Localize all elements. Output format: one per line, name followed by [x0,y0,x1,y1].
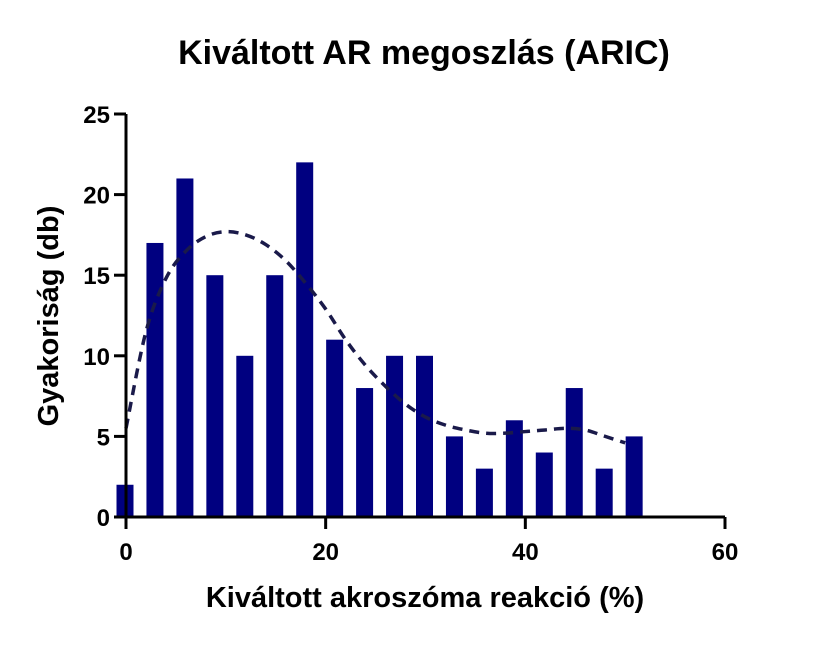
bar [356,388,374,517]
bar [176,178,194,518]
bar [386,355,404,517]
x-axis-label: Kiváltott akroszóma reakció (%) [206,582,644,614]
y-tick-label: 15 [83,263,110,290]
bar [535,452,553,517]
y-tick-label: 0 [97,505,110,532]
bar [475,468,493,517]
bar [625,436,643,517]
y-tick-label: 20 [83,183,110,210]
y-tick-label: 25 [83,102,110,129]
y-tick-label: 10 [83,344,110,371]
bar [206,275,224,517]
bar [416,355,433,517]
x-tick-label: 20 [312,539,339,566]
y-axis-label: Gyakoriság (db) [33,206,65,427]
y-tick-label: 5 [97,424,110,451]
bars-group [116,162,643,518]
x-ticks: 0 20 40 60 [119,517,738,566]
bar [266,275,284,517]
x-tick-label: 40 [512,539,539,566]
bar [445,436,463,517]
chart-title: Kiváltott AR megoszlás (ARIC) [178,34,670,72]
x-tick-label: 0 [119,539,132,566]
bar [565,388,583,517]
y-ticks: 0 5 10 15 20 25 [83,102,126,532]
bar [326,339,344,517]
fit-curve [124,229,626,445]
bar [505,420,523,517]
x-tick-label: 60 [712,539,739,566]
bar [595,468,613,517]
bar [146,242,164,517]
axes [124,114,725,519]
bar [296,162,314,518]
bar [236,355,254,517]
